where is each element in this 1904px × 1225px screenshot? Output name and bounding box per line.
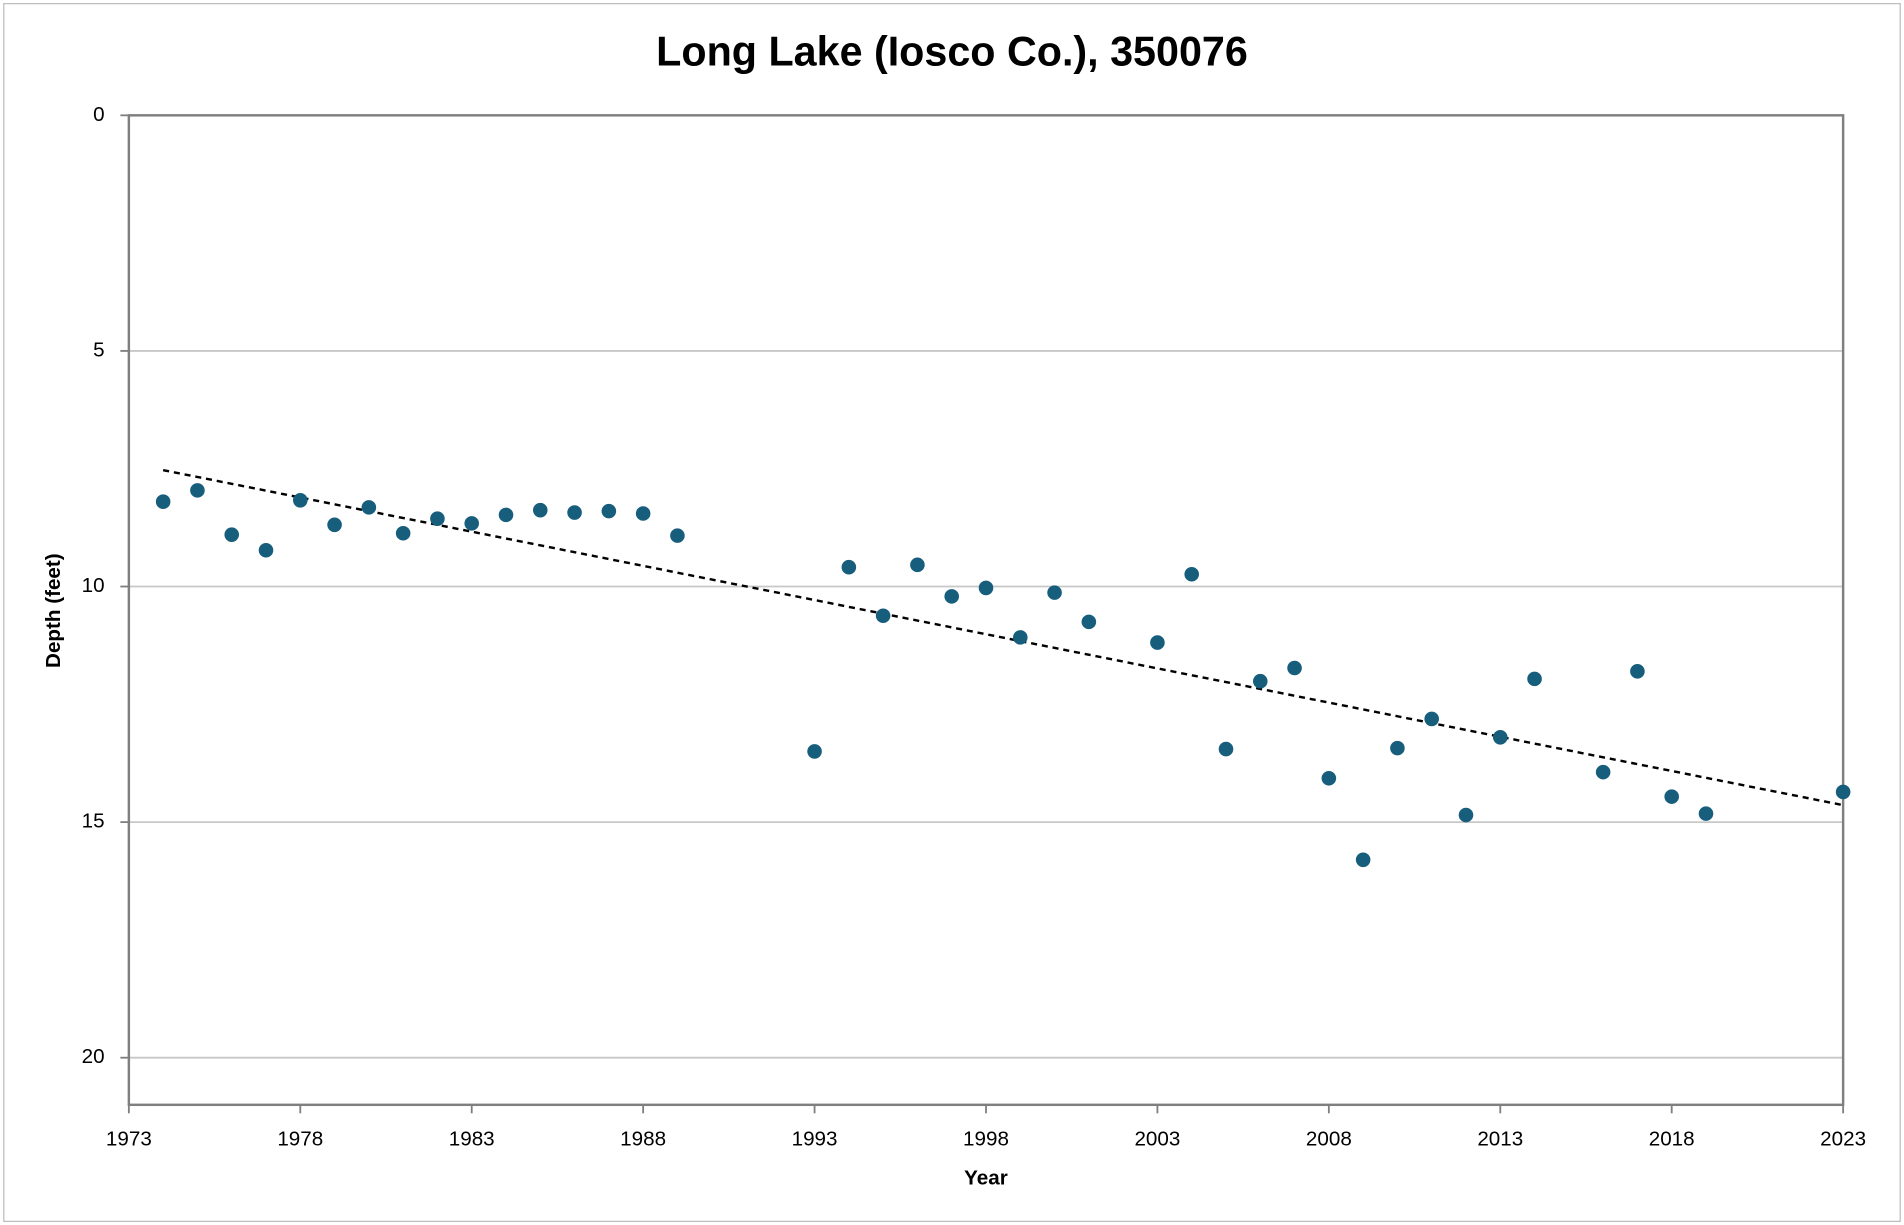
y-tick-label: 20 [82,1045,105,1068]
point [224,527,239,542]
point [1492,730,1508,745]
x-tick-label: 1983 [449,1127,495,1150]
point [1527,671,1542,687]
point [395,525,411,541]
point [1081,614,1097,630]
point [293,493,308,508]
y-tick-label: 5 [93,338,104,361]
point [910,557,925,573]
x-tick-label: 2003 [1134,1127,1180,1150]
x-tick-label: 1998 [963,1127,1009,1150]
chart-title: Long Lake (Iosco Co.), 350076 [656,29,1248,75]
point [1150,635,1165,650]
trendline [162,468,1844,807]
y-tick-label: 0 [93,103,104,126]
point [1287,660,1302,676]
point [258,542,274,558]
point [1630,664,1645,679]
point [532,502,548,518]
point [841,559,857,575]
y-tick-label: 10 [82,574,105,597]
point [190,483,205,498]
point [498,507,514,523]
x-tick-label: 1973 [106,1127,152,1150]
point [1218,741,1234,757]
point [1664,789,1679,804]
point [1355,852,1371,868]
point [567,505,582,520]
point [807,744,822,759]
point [635,506,651,521]
point [1184,566,1199,582]
point [1835,784,1851,800]
point [1458,807,1474,823]
y-axis-label: Depth (feet) [42,553,65,668]
point [1424,711,1439,727]
point [601,503,617,519]
x-tick-label: 1988 [620,1127,666,1150]
point [978,580,994,596]
x-tick-label: 1978 [277,1127,323,1150]
point [1321,770,1337,786]
point [430,511,445,526]
point [1595,764,1611,780]
point [670,528,685,543]
point [875,608,891,624]
x-tick-label: 1993 [792,1127,838,1150]
y-tick-label: 15 [82,810,105,833]
point [464,516,479,531]
point [1698,806,1714,821]
x-tick-label: 2008 [1306,1127,1352,1150]
point [1012,630,1028,645]
point [944,589,959,604]
x-tick-label: 2023 [1820,1127,1866,1150]
point [361,500,377,515]
point [1390,740,1405,756]
x-axis-label: Year [964,1166,1008,1189]
point [1252,673,1268,689]
point [155,494,171,509]
x-tick-label: 2013 [1477,1127,1523,1150]
chart-border [3,3,1901,1222]
point [327,517,342,533]
point [1047,585,1062,600]
x-tick-label: 2018 [1649,1127,1695,1150]
